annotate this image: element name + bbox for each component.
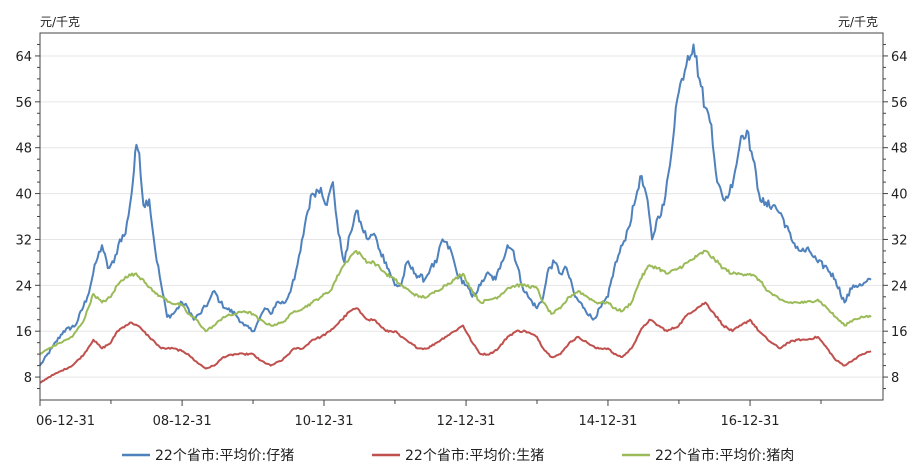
series-lines — [39, 43, 872, 384]
y-tick-label-right: 48 — [891, 142, 908, 157]
y-tick-label-left: 56 — [15, 96, 32, 111]
x-tick-label: 14-12-31 — [578, 414, 637, 429]
y-tick-label-left: 8 — [24, 371, 32, 386]
x-tick-label: 16-12-31 — [721, 414, 780, 429]
y-tick-label-left: 48 — [15, 142, 32, 157]
legend-label: 22个省市:平均价:仔猪 — [155, 447, 294, 464]
y-tick-label-left: 16 — [15, 325, 32, 340]
axis-ticks: 8 8 16 16 24 24 32 32 40 40 48 48 56 56 64 64 06-12-31 08… — [15, 43, 908, 429]
grid-lines — [40, 55, 883, 378]
y-tick-label-right: 64 — [891, 50, 908, 65]
legend: 22个省市:平均价:仔猪 22个省市:平均价:生猪 22个省市:平均价:猪肉 — [122, 447, 794, 464]
plot-frame — [39, 32, 884, 401]
y-tick-label-left: 32 — [15, 233, 32, 248]
right-axis-unit: 元/千克 — [838, 15, 878, 29]
y-tick-label-left: 24 — [15, 279, 32, 294]
x-tick-label: 12-12-31 — [437, 414, 496, 429]
y-tick-label-right: 56 — [891, 96, 908, 111]
x-tick-label: 08-12-31 — [153, 414, 212, 429]
x-tick-label: 10-12-31 — [294, 414, 353, 429]
y-tick-label-right: 16 — [891, 325, 908, 340]
x-tick-label: 06-12-31 — [36, 414, 95, 429]
legend-label: 22个省市:平均价:猪肉 — [655, 447, 794, 464]
series-line-3 — [39, 249, 872, 355]
left-axis-unit: 元/千克 — [40, 15, 80, 29]
y-tick-label-right: 32 — [891, 233, 908, 248]
y-tick-label-left: 40 — [15, 188, 32, 203]
legend-label: 22个省市:平均价:生猪 — [405, 447, 544, 464]
y-tick-label-right: 8 — [891, 371, 899, 386]
series-line-1 — [39, 43, 872, 367]
y-tick-label-right: 24 — [891, 279, 908, 294]
y-tick-label-left: 64 — [15, 50, 32, 65]
series-line-2 — [39, 301, 872, 384]
y-tick-label-right: 40 — [891, 188, 908, 203]
